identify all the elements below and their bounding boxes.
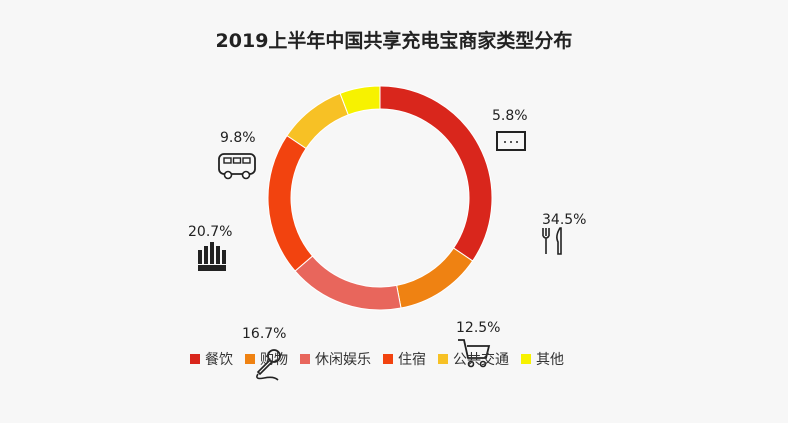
data-label-5: 5.8% xyxy=(492,108,528,124)
bus-icon xyxy=(218,153,256,180)
data-label-3: 20.7% xyxy=(188,224,233,240)
legend-label: 住宿 xyxy=(398,352,426,368)
slice-4 xyxy=(286,92,349,150)
data-label-2: 16.7% xyxy=(242,326,287,342)
slice-0 xyxy=(379,85,493,262)
microphone-icon xyxy=(256,349,281,381)
data-label-4: 9.8% xyxy=(220,130,256,146)
legend-label: 其他 xyxy=(536,352,564,368)
legend-item: 住宿 xyxy=(383,349,426,369)
slice-2 xyxy=(294,255,402,311)
slice-1 xyxy=(396,247,474,309)
legend-item: 其他 xyxy=(521,349,564,369)
legend-label: 购物 xyxy=(260,352,288,368)
legend-swatch xyxy=(300,354,310,364)
legend-item: 购物 xyxy=(245,349,288,369)
legend-swatch xyxy=(521,354,531,364)
legend-swatch xyxy=(383,354,393,364)
legend-swatch xyxy=(438,354,448,364)
legend: 餐饮 购物 休闲娱乐 住宿 公共交通 其他 xyxy=(190,349,564,369)
more-dots-icon xyxy=(496,131,526,151)
fork-knife-icon xyxy=(542,227,562,255)
slice-3 xyxy=(267,134,314,272)
shopping-cart-icon xyxy=(458,339,491,368)
legend-label: 公共交通 xyxy=(453,352,509,368)
legend-item: 休闲娱乐 xyxy=(300,349,371,369)
legend-label: 休闲娱乐 xyxy=(315,352,371,368)
slice-5 xyxy=(339,85,381,116)
legend-label: 餐饮 xyxy=(205,352,233,368)
hotel-icon xyxy=(198,242,226,271)
legend-swatch xyxy=(245,354,255,364)
legend-item: 公共交通 xyxy=(438,349,509,369)
legend-item: 餐饮 xyxy=(190,349,233,369)
data-label-0: 34.5% xyxy=(542,212,587,228)
legend-swatch xyxy=(190,354,200,364)
data-label-1: 12.5% xyxy=(456,320,501,336)
chart-title: 2019上半年中国共享充电宝商家类型分布 xyxy=(215,30,573,52)
